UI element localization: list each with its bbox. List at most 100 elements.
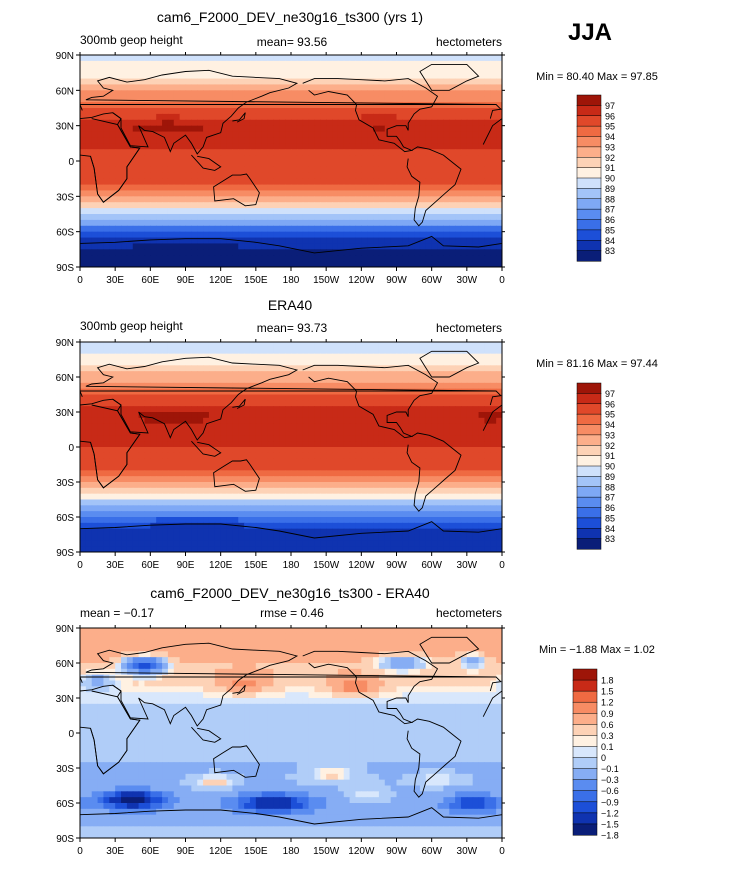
heat-cell <box>139 155 145 161</box>
heat-cell <box>355 214 361 220</box>
heat-cell <box>467 400 473 406</box>
heat-cell <box>156 482 162 488</box>
heat-cell <box>338 447 344 453</box>
heat-cell <box>338 482 344 488</box>
heat-cell <box>262 167 268 173</box>
heat-cell <box>180 400 186 406</box>
heat-cell <box>361 348 367 354</box>
heat-cell <box>303 137 309 143</box>
heat-cell <box>455 120 461 126</box>
heat-cell <box>156 383 162 389</box>
heat-cell <box>303 232 309 238</box>
heat-cell <box>221 79 227 85</box>
heat-cell <box>150 220 156 226</box>
heat-cell <box>162 354 168 360</box>
heat-cell <box>443 96 449 102</box>
heat-cell <box>238 190 244 196</box>
heat-cell <box>80 143 86 149</box>
heat-cell <box>103 517 109 523</box>
heat-cell <box>180 406 186 412</box>
heat-cell <box>432 453 438 459</box>
heat-cell <box>314 430 320 436</box>
heat-cell <box>115 459 121 465</box>
heat-cell <box>391 494 397 500</box>
heat-cell <box>320 132 326 138</box>
heat-cell <box>227 389 233 395</box>
heat-cell <box>455 517 461 523</box>
heat-cell <box>139 243 145 249</box>
heat-cell <box>279 441 285 447</box>
heat-cell <box>438 102 444 108</box>
heat-cell <box>256 173 262 179</box>
heat-cell <box>320 488 326 494</box>
heat-cell <box>244 511 250 517</box>
heat-cell <box>86 149 92 155</box>
heat-cell <box>408 470 414 476</box>
heat-cell <box>332 406 338 412</box>
heat-cell <box>180 511 186 517</box>
heat-cell <box>197 226 203 232</box>
heat-cell <box>103 470 109 476</box>
heat-cell <box>232 400 238 406</box>
heat-cell <box>244 208 250 214</box>
heat-cell <box>174 249 180 255</box>
heat-cell <box>121 102 127 108</box>
heat-cell <box>455 143 461 149</box>
heat-cell <box>408 453 414 459</box>
heat-cell <box>338 108 344 114</box>
heat-cell <box>221 435 227 441</box>
heat-cell <box>479 505 485 511</box>
heat-cell <box>285 202 291 208</box>
heat-cell <box>250 167 256 173</box>
heat-cell <box>232 459 238 465</box>
heat-cell <box>426 226 432 232</box>
heat-cell <box>350 114 356 120</box>
heat-cell <box>432 185 438 191</box>
heat-cell <box>279 360 285 366</box>
heat-cell <box>98 149 104 155</box>
heat-cell <box>361 494 367 500</box>
heat-cell <box>344 406 350 412</box>
heat-cell <box>379 161 385 167</box>
heat-cell <box>109 441 115 447</box>
heat-cell <box>379 114 385 120</box>
heat-cell <box>209 173 215 179</box>
heat-cell <box>461 132 467 138</box>
heat-cell <box>203 465 209 471</box>
heat-cell <box>355 435 361 441</box>
heat-cell <box>367 371 373 377</box>
heat-cell <box>367 470 373 476</box>
heat-cell <box>203 255 209 261</box>
heat-cell <box>273 342 279 348</box>
heat-cell <box>385 96 391 102</box>
heat-cell <box>203 120 209 126</box>
heat-cell <box>180 500 186 506</box>
heat-cell <box>402 137 408 143</box>
heat-cell <box>344 232 350 238</box>
heat-cell <box>467 476 473 482</box>
heat-cell <box>320 412 326 418</box>
heat-cell <box>109 465 115 471</box>
heat-cell <box>273 255 279 261</box>
heat-cell <box>186 447 192 453</box>
heat-cell <box>285 67 291 73</box>
heat-cell <box>479 126 485 132</box>
heat-cell <box>326 383 332 389</box>
heat-cell <box>238 61 244 67</box>
heat-cell <box>326 412 332 418</box>
heat-cell <box>86 412 92 418</box>
heat-cell <box>361 161 367 167</box>
heat-cell <box>186 488 192 494</box>
heat-cell <box>121 430 127 436</box>
heat-cell <box>168 482 174 488</box>
heat-cell <box>262 465 268 471</box>
heat-cell <box>326 55 332 61</box>
heat-cell <box>191 120 197 126</box>
heat-cell <box>92 412 98 418</box>
heat-cell <box>150 470 156 476</box>
heat-cell <box>232 412 238 418</box>
heat-cell <box>408 155 414 161</box>
heat-cell <box>227 447 233 453</box>
heat-cell <box>490 149 496 155</box>
heat-cell <box>250 500 256 506</box>
